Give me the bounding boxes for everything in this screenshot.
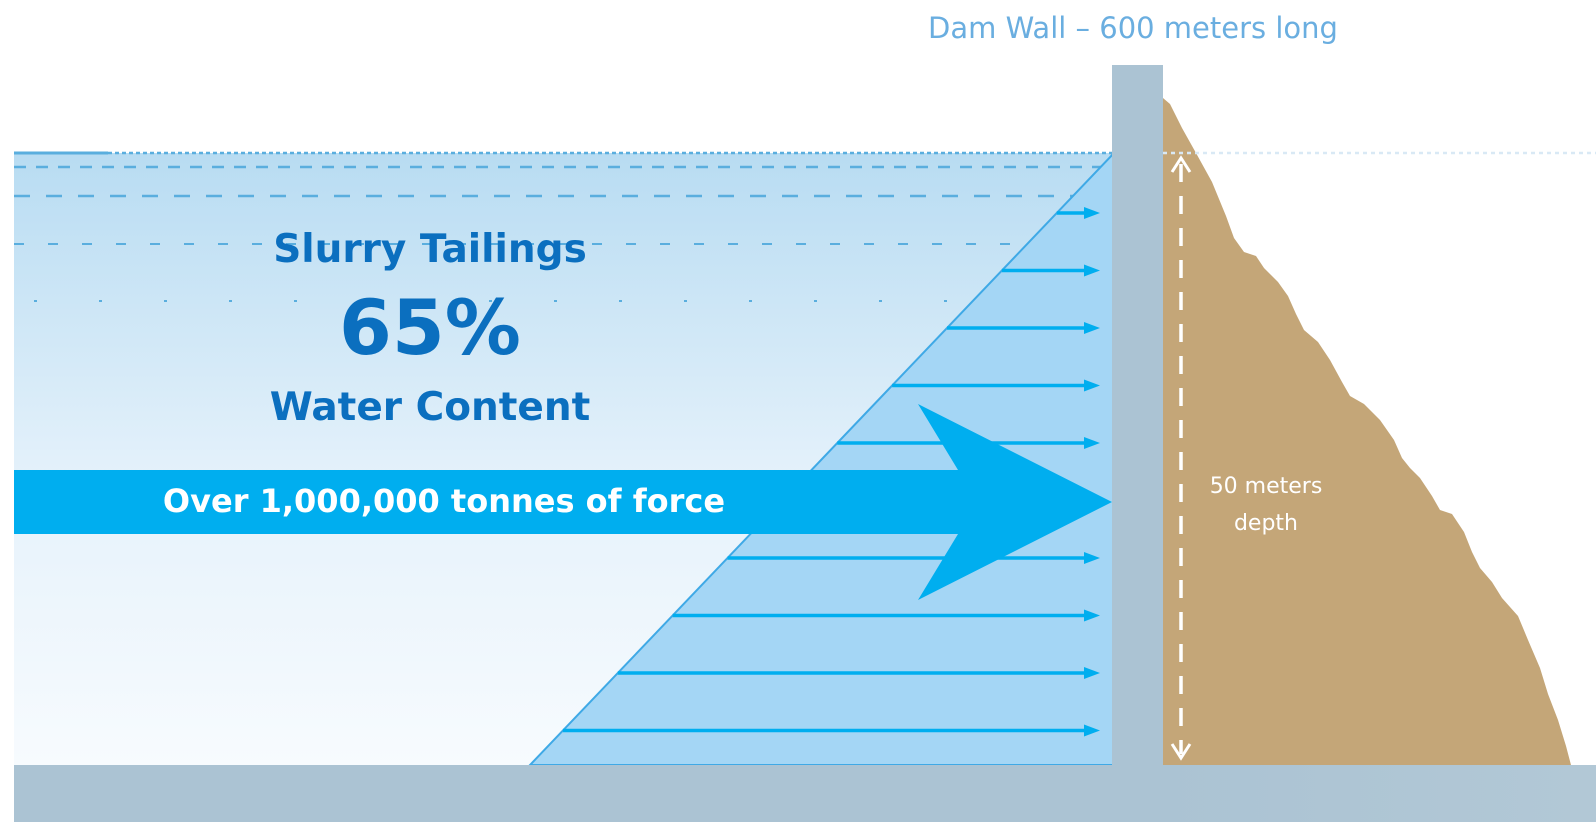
dam-wall — [1112, 65, 1163, 765]
pressure-arrow-head — [1084, 724, 1100, 737]
material-name: Slurry Tailings — [273, 227, 587, 272]
pressure-arrow-head — [1084, 322, 1100, 334]
force-label: Over 1,000,000 tonnes of force — [163, 482, 725, 520]
pressure-arrow-head — [1084, 379, 1100, 392]
ground-right — [1162, 765, 1596, 822]
depth-label-line2: depth — [1234, 511, 1298, 536]
water-surface-lines — [14, 151, 1114, 302]
material-descriptor: Water Content — [270, 385, 591, 430]
depth-label-line1: 50 meters — [1210, 474, 1323, 499]
earth-embankment — [1163, 98, 1571, 765]
force-arrow — [14, 404, 1112, 600]
pressure-arrow-head — [1084, 264, 1100, 277]
water-content-percentage: 65% — [339, 283, 521, 372]
pressure-arrow-head — [1084, 609, 1100, 622]
diagram-title: Dam Wall – 600 meters long — [928, 11, 1338, 45]
depth-dimension — [1170, 155, 1192, 761]
pressure-arrow-head — [1084, 667, 1100, 679]
pressure-arrow-head — [1084, 207, 1100, 219]
pressure-arrows — [508, 207, 1100, 794]
pressure-arrow-head — [1084, 552, 1100, 564]
ground-left — [14, 765, 1162, 822]
pressure-arrow-head — [1084, 437, 1100, 449]
